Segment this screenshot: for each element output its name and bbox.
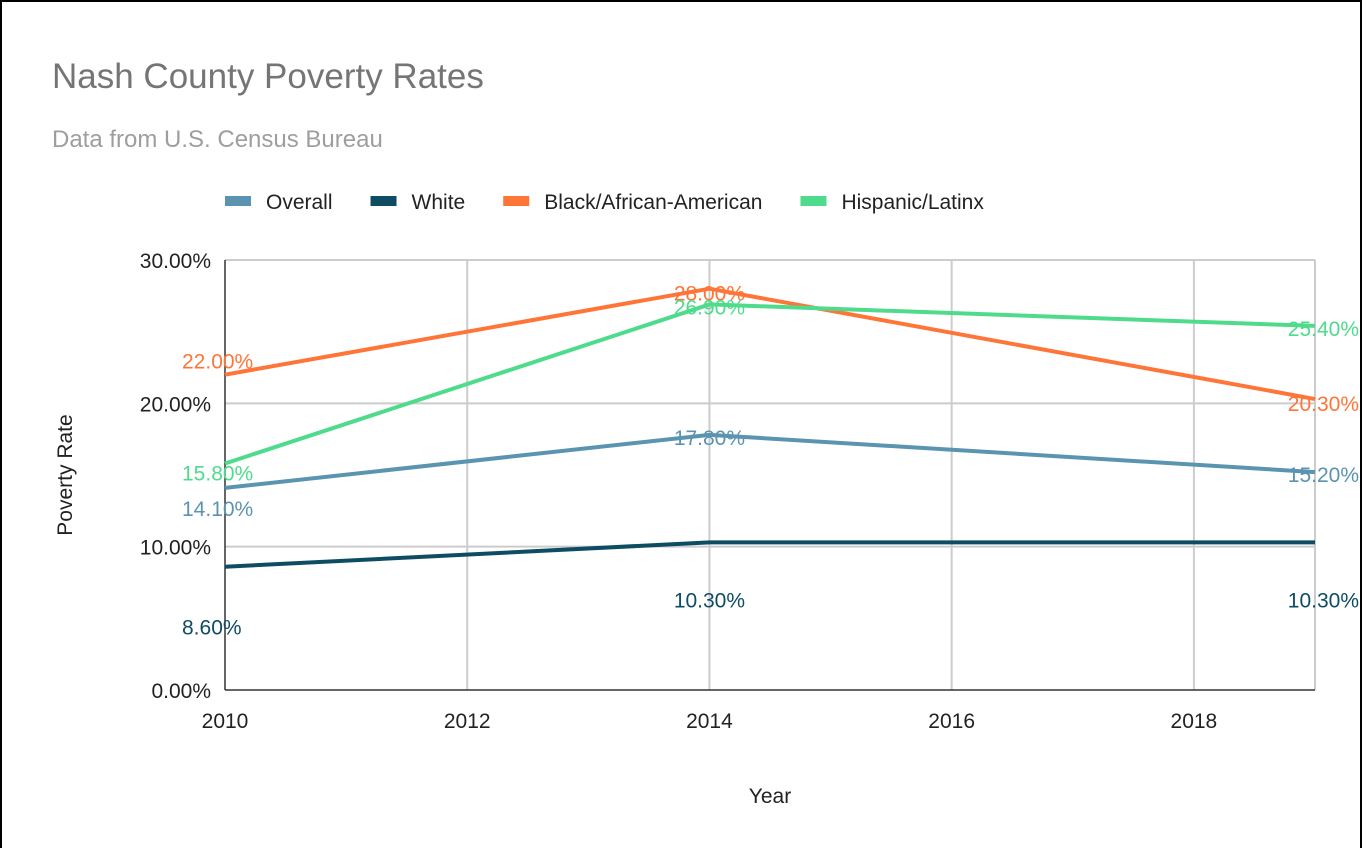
data-label: 28.00% [674,283,745,306]
series-line [224,286,1316,402]
y-tick-label: 10.00% [140,537,211,560]
data-label: 26.90% [674,296,745,319]
series-line [224,540,1315,569]
data-label: 14.10% [182,498,253,521]
legend-swatch [370,196,397,206]
chart-subtitle: Data from U.S. Census Bureau [52,126,383,153]
legend-label: Black/African-American [544,191,762,214]
series-line [224,302,1316,466]
y-tick-label: 30.00% [140,250,211,273]
data-label: 17.80% [674,427,745,450]
legend-swatch [503,196,530,206]
legend-swatch [225,196,251,206]
legend-swatch [800,196,827,206]
legend-label: Overall [266,191,333,214]
data-label: 22.00% [182,351,253,374]
data-label: 15.80% [182,463,253,486]
data-label: 8.60% [182,617,242,640]
data-label: 10.30% [1288,589,1359,612]
chart-title: Nash County Poverty Rates [52,57,484,96]
data-label: 10.30% [674,589,745,612]
x-tick-label: 2014 [686,710,733,733]
x-tick-label: 2018 [1171,710,1218,733]
x-tick-label: 2010 [202,710,249,733]
x-tick-label: 2016 [928,710,975,733]
x-tick-label: 2012 [444,710,491,733]
data-label: 15.20% [1288,464,1359,487]
data-label: 25.40% [1288,318,1359,341]
y-tick-label: 20.00% [140,393,211,416]
y-tick-label: 0.00% [151,680,211,703]
legend-label: Hispanic/Latinx [841,191,984,214]
x-axis-title: Year [749,785,791,808]
legend-label: White [412,191,466,214]
data-label: 20.30% [1288,393,1359,416]
y-axis-title: Poverty Rate [54,414,77,535]
series-line [224,432,1316,490]
